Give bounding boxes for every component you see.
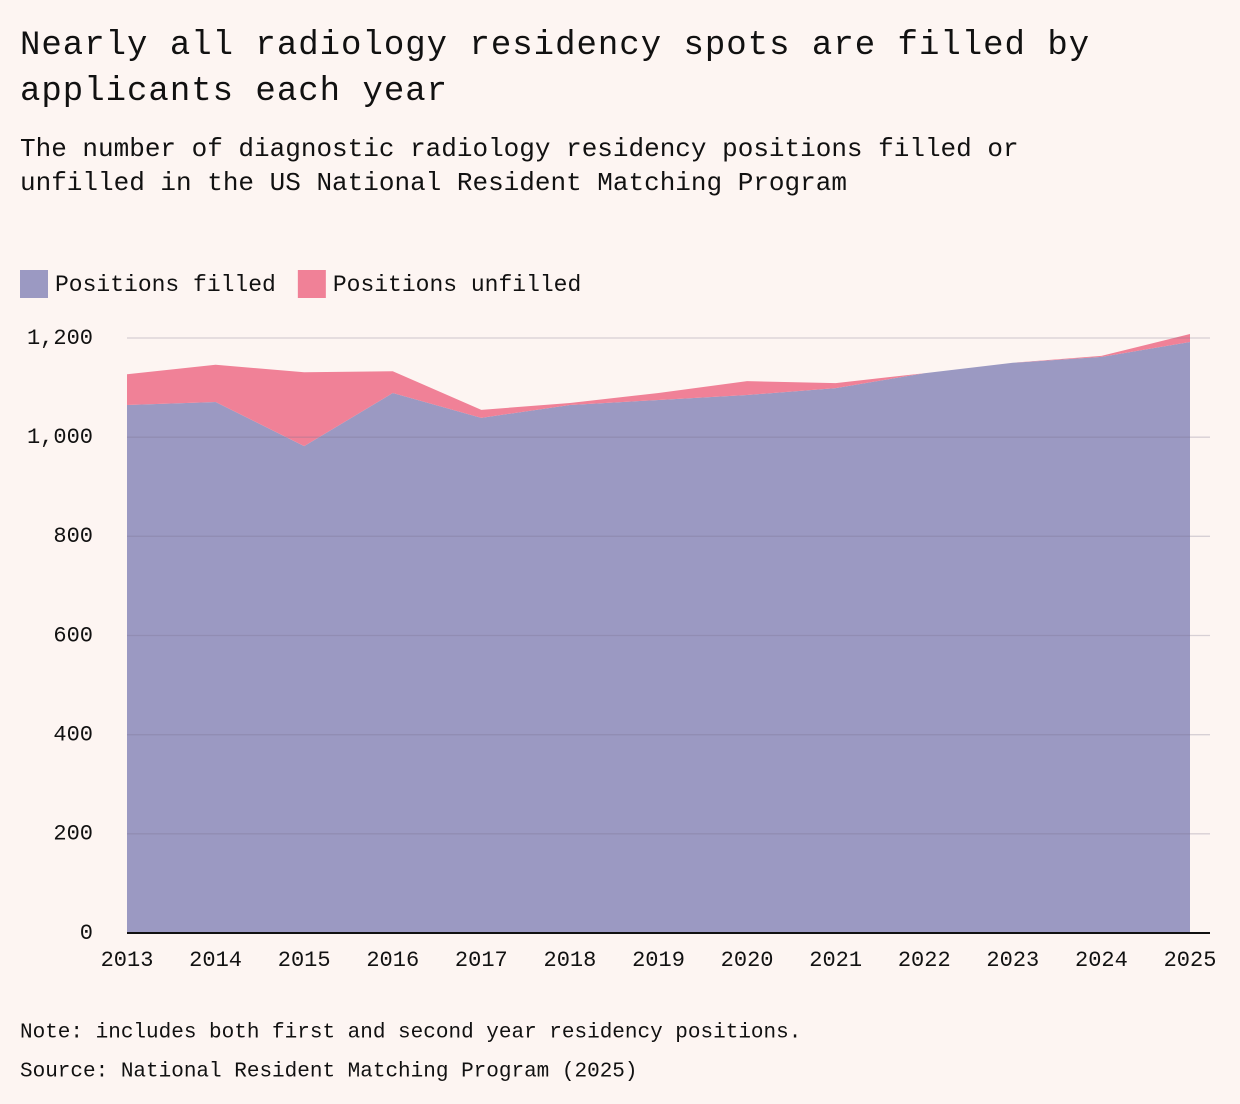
x-tick-label: 2020 (721, 948, 774, 973)
note: Note: includes both first and second yea… (20, 1022, 801, 1045)
x-tick-label: 2018 (544, 948, 597, 973)
chart-subtitle: unfilled in the US National Resident Mat… (20, 168, 847, 198)
legend-swatch (20, 270, 48, 298)
legend-label: Positions filled (55, 272, 276, 298)
x-tick-label: 2014 (189, 948, 242, 973)
y-tick-label: 1,200 (27, 326, 93, 351)
legend-label: Positions unfilled (333, 272, 581, 298)
area (127, 334, 1190, 447)
chart-title: Nearly all radiology residency spots are… (20, 27, 1090, 65)
x-tick-label: 2024 (1075, 948, 1128, 973)
y-tick-label: 0 (80, 921, 93, 946)
x-tick-label: 2017 (455, 948, 508, 973)
y-tick-label: 600 (53, 623, 93, 648)
x-tick-label: 2022 (898, 948, 951, 973)
legend-swatch (297, 270, 326, 298)
y-tick-label: 400 (53, 722, 93, 747)
x-tick-label: 2019 (632, 948, 685, 973)
y-tick-label: 1,000 (27, 425, 93, 450)
x-tick-label: 2015 (278, 948, 331, 973)
x-tick-label: 2016 (366, 948, 419, 973)
chart-title: applicants each year (20, 73, 448, 111)
chart-subtitle: The number of diagnostic radiology resid… (20, 134, 1019, 164)
x-tick-label: 2021 (809, 948, 862, 973)
x-tick-label: 2013 (101, 948, 154, 973)
x-tick-label: 2025 (1164, 948, 1217, 973)
area (127, 341, 1190, 933)
y-tick-label: 800 (53, 524, 93, 549)
y-tick-label: 200 (53, 822, 93, 847)
x-tick-label: 2023 (986, 948, 1039, 973)
source: Source: National Resident Matching Progr… (20, 1061, 638, 1084)
